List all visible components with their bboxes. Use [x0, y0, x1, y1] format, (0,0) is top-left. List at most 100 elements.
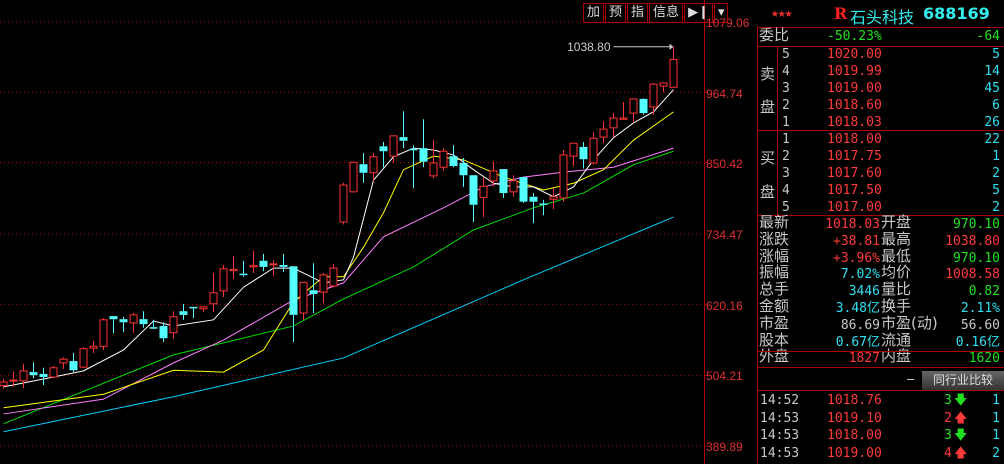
stat-label: 金额	[759, 297, 790, 315]
buy-level-row: 2 1017.75 1	[757, 148, 1004, 165]
candle-body	[49, 367, 58, 378]
candle-body	[179, 311, 188, 315]
price-axis-label: 1079.06	[706, 16, 750, 30]
tick-row: 14:52 1018.76 3 🡇 1	[757, 392, 1004, 409]
tick-volume: 1	[992, 393, 1000, 408]
buy-label: 买	[760, 149, 776, 167]
level-number: 4	[782, 64, 790, 79]
stock-name: 石头科技	[850, 8, 915, 27]
stat-label: 开盘	[881, 213, 912, 231]
stock-header: ★★★ R 石头科技 688169	[757, 4, 1004, 28]
stat-label: 量比	[881, 280, 912, 299]
level-number: 3	[782, 81, 790, 96]
divider	[777, 46, 778, 215]
price-axis-label: 504.21	[706, 369, 743, 383]
tick-count: 2	[944, 410, 952, 426]
dropdown-icon[interactable]: ▾	[713, 3, 729, 23]
candle-body	[269, 263, 278, 266]
stat-label: 内盘	[881, 347, 912, 366]
panel-border	[757, 27, 1004, 463]
ask-volume: 14	[984, 64, 1000, 79]
bid-volume: 5	[992, 183, 1000, 198]
kline-chart[interactable]: 1038.80	[0, 0, 757, 464]
sell-level-row: 1 1018.03 26	[757, 114, 1004, 131]
divider	[757, 390, 1004, 391]
bid-price: 1017.00	[827, 200, 882, 215]
price-axis-label: 850.42	[706, 157, 743, 171]
high-marker-arrowhead	[669, 43, 674, 50]
stat-label: 最高	[881, 229, 912, 248]
stat-value: 7.02%	[840, 267, 880, 283]
indicator-button[interactable]: 指	[627, 3, 649, 23]
candle-body	[299, 281, 308, 314]
ma10-line	[3, 111, 674, 409]
weibi-value: -64	[976, 29, 1000, 44]
candle-body	[649, 83, 658, 108]
divider	[757, 367, 1004, 368]
stat-value: +3.96%	[833, 250, 880, 266]
candle-body	[289, 266, 298, 315]
candle-body	[229, 268, 238, 272]
add-button[interactable]: 加	[583, 3, 605, 23]
candle-body	[139, 319, 148, 325]
level-number: 3	[782, 166, 790, 181]
skip-forward-icon[interactable]: ▶❙	[684, 3, 713, 23]
candle-body	[199, 306, 208, 310]
tick-row: 14:53 1019.00 4 🡅 2	[757, 445, 1004, 462]
collapse-dash[interactable]: —	[907, 372, 915, 386]
buy-level-row: 5 1017.00 2	[757, 199, 1004, 216]
tick-volume: 1	[992, 428, 1000, 443]
candle-body	[69, 361, 78, 371]
stat-label: 振幅	[759, 263, 790, 282]
ask-price: 1019.99	[827, 64, 882, 79]
candle-body	[209, 292, 218, 305]
candle-body	[349, 161, 358, 193]
margin-r-icon: R	[834, 4, 848, 23]
divider	[757, 351, 1004, 352]
sell-level-row: 2 1018.60 6	[757, 97, 1004, 114]
stat-row: 外盘 1827 内盘 1620	[757, 347, 1004, 367]
stat-label: 总手	[759, 280, 790, 299]
candle-body	[329, 267, 338, 287]
candle-body	[529, 196, 538, 202]
candle-body	[639, 98, 648, 114]
candle-body	[239, 273, 248, 276]
tick-row: 14:53 1019.10 2 🡅 1	[757, 410, 1004, 427]
level-number: 5	[782, 200, 790, 215]
price-axis-label: 389.89	[706, 440, 743, 454]
candle-body	[159, 325, 168, 339]
candle-body	[189, 306, 198, 309]
candle-body	[469, 175, 478, 205]
candle-body	[589, 137, 598, 164]
candle-body	[559, 154, 568, 199]
tick-row: 14:53 1018.00 3 🡇 1	[757, 427, 1004, 444]
tick-volume: 1	[992, 410, 1000, 426]
bid-volume: 2	[992, 200, 1000, 215]
candle-body	[339, 184, 348, 223]
candle-body	[0, 381, 8, 387]
candle-body	[409, 148, 418, 151]
candle-body	[389, 135, 398, 157]
candle-body	[489, 170, 498, 182]
level-number: 1	[782, 115, 790, 130]
stat-label: 市盈(动)	[881, 313, 938, 332]
buy-level-row: 1 1018.00 22	[757, 131, 1004, 148]
bid-volume: 1	[992, 149, 1000, 164]
bid-volume: 22	[984, 132, 1000, 147]
buy-label: 盘	[760, 183, 776, 201]
industry-compare-button[interactable]: 同行业比较	[922, 371, 1004, 390]
bid-price: 1017.60	[827, 166, 882, 181]
tick-count: 3	[944, 428, 952, 443]
stat-label: 涨幅	[759, 246, 790, 265]
sell-box	[757, 46, 1004, 131]
sell-label: 卖	[760, 65, 776, 83]
candle-body	[429, 162, 438, 177]
divider	[757, 215, 1004, 216]
stat-value: 3446	[848, 284, 880, 300]
info-button[interactable]: 信息	[649, 3, 684, 23]
stat-row: 最新 1018.03 开盘 970.10	[757, 213, 1004, 233]
alert-button[interactable]: 预	[605, 3, 627, 23]
stat-value: 0.16亿	[955, 334, 1000, 350]
bid-volume: 2	[992, 166, 1000, 181]
price-axis-label: 620.16	[706, 299, 743, 313]
